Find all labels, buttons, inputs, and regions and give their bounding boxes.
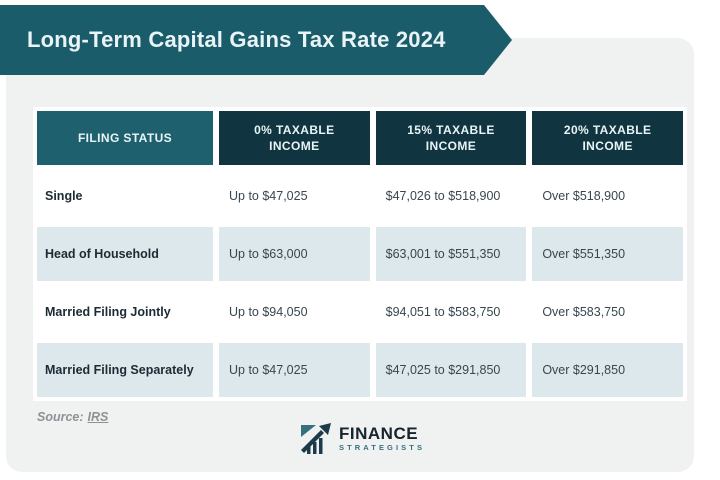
tax-table-grid: FILING STATUS 0% TAXABLE INCOME 15% TAXA… bbox=[37, 111, 683, 397]
cell-hoh-15pct: $63,001 to $551,350 bbox=[375, 227, 527, 281]
source-label: Source: bbox=[37, 410, 84, 424]
cell-mfs-status: Married Filing Separately bbox=[37, 343, 213, 397]
cell-mfj-status: Married Filing Jointly bbox=[37, 285, 213, 339]
cell-mfj-0pct: Up to $94,050 bbox=[219, 285, 370, 339]
source-link-irs[interactable]: IRS bbox=[87, 410, 109, 424]
cell-mfj-20pct: Over $583,750 bbox=[532, 285, 683, 339]
source-note: Source: IRS bbox=[37, 410, 108, 424]
logo-wordmark-block: FINANCE STRATEGISTS bbox=[339, 422, 425, 452]
cell-hoh-0pct: Up to $63,000 bbox=[219, 227, 370, 281]
cell-single-status: Single bbox=[37, 169, 213, 223]
cell-single-20pct: Over $518,900 bbox=[532, 169, 683, 223]
column-header-0-percent: 0% TAXABLE INCOME bbox=[219, 111, 370, 165]
logo-wordmark: FINANCE bbox=[339, 424, 419, 443]
cell-mfj-15pct: $94,051 to $583,750 bbox=[375, 285, 527, 339]
title-banner: Long-Term Capital Gains Tax Rate 2024 bbox=[0, 5, 512, 75]
cell-single-15pct: $47,026 to $518,900 bbox=[375, 169, 527, 223]
bar-chart-arrow-icon bbox=[301, 423, 331, 454]
page-title: Long-Term Capital Gains Tax Rate 2024 bbox=[27, 27, 446, 52]
cell-single-0pct: Up to $47,025 bbox=[219, 169, 370, 223]
logo-tagline: STRATEGISTS bbox=[339, 443, 426, 452]
cell-mfs-20pct: Over $291,850 bbox=[532, 343, 683, 397]
cell-mfs-0pct: Up to $47,025 bbox=[219, 343, 370, 397]
column-header-15-percent: 15% TAXABLE INCOME bbox=[375, 111, 527, 165]
column-header-filing-status: FILING STATUS bbox=[37, 111, 213, 165]
cell-hoh-status: Head of Household bbox=[37, 227, 213, 281]
cell-mfs-15pct: $47,025 to $291,850 bbox=[375, 343, 527, 397]
finance-strategists-logo: FINANCE STRATEGISTS bbox=[300, 422, 425, 454]
cell-hoh-20pct: Over $551,350 bbox=[532, 227, 683, 281]
tax-rate-table: FILING STATUS 0% TAXABLE INCOME 15% TAXA… bbox=[33, 107, 687, 401]
column-header-20-percent: 20% TAXABLE INCOME bbox=[532, 111, 683, 165]
